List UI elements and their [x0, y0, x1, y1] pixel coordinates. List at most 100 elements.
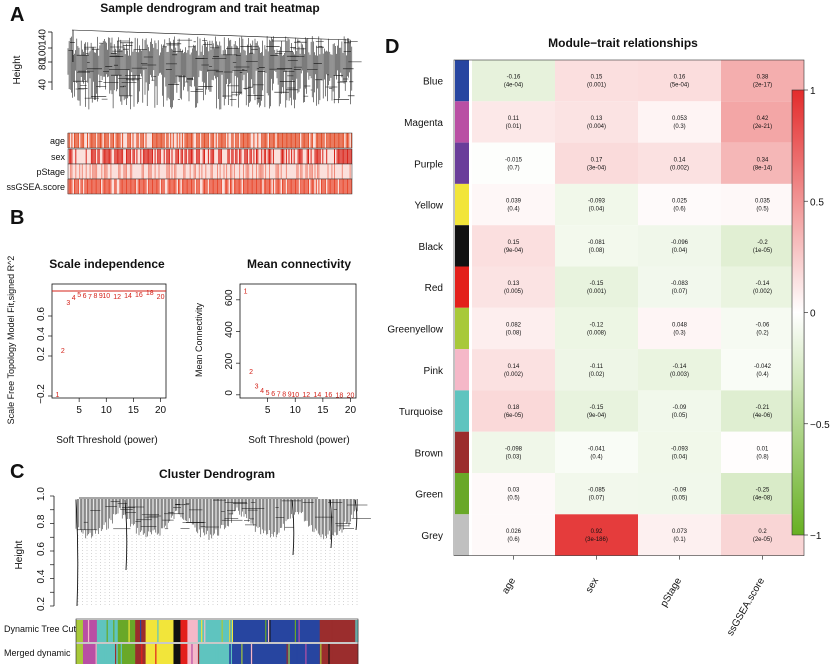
- heatmap-cell: [638, 183, 721, 226]
- cell-pvalue: (8e-14): [753, 165, 772, 171]
- merged-module-stripe: [197, 644, 200, 664]
- power-point-label: 16: [135, 292, 143, 299]
- cell-correlation: 0.039: [506, 199, 522, 205]
- module-color-swatch: [455, 473, 469, 515]
- panel-a-ytick: 80: [38, 59, 52, 70]
- power-point-label: 8: [93, 293, 97, 300]
- top-branch: [71, 29, 351, 41]
- cell-pvalue: (9e-04): [587, 413, 606, 419]
- cell-correlation: 0.15: [591, 75, 603, 81]
- dynamic-module-segment: [76, 620, 84, 642]
- trait-row-label: age: [50, 136, 65, 146]
- leaf-branches: [75, 499, 358, 540]
- cell-correlation: -0.09: [673, 405, 687, 411]
- heatmap-cell: [555, 514, 638, 556]
- merged-module-stripe: [191, 644, 193, 664]
- dynamic-module-segment: [197, 620, 230, 642]
- merged-module-segment: [82, 644, 98, 664]
- module-label: Magenta: [404, 118, 443, 129]
- cell-correlation: -0.11: [590, 364, 604, 370]
- module-color-swatch: [455, 183, 469, 226]
- y-tick-label: 0.2: [36, 347, 47, 361]
- heatmap-cell: [721, 183, 804, 226]
- module-color-swatch: [455, 266, 469, 308]
- panel-b-right-title: Mean connectivity: [247, 257, 351, 271]
- cell-correlation: -0.083: [671, 281, 689, 287]
- module-label: Yellow: [414, 201, 443, 212]
- cell-pvalue: (0.5): [756, 207, 768, 213]
- long-branch: [354, 499, 358, 531]
- dynamic-module-stripe: [331, 620, 333, 642]
- module-color-swatch: [455, 60, 469, 102]
- cell-correlation: 0.073: [672, 529, 688, 535]
- heatmap-cell: [472, 307, 555, 350]
- merged-module-segment: [135, 644, 146, 664]
- cell-pvalue: (0.4): [507, 207, 519, 213]
- cell-pvalue: (0.05): [672, 413, 688, 419]
- heatmap-cell: [555, 349, 638, 391]
- power-point-label: 16: [324, 392, 332, 399]
- power-point-label: 7: [277, 391, 281, 398]
- heatmap-cell: [555, 183, 638, 226]
- power-point-label: 1: [244, 288, 248, 295]
- cell-pvalue: (0.07): [589, 496, 605, 502]
- power-point-label: 12: [302, 392, 310, 399]
- heatmap-cell: [721, 349, 804, 391]
- power-point-label: 14: [313, 392, 321, 399]
- heatmap-cell: [721, 101, 804, 143]
- cell-pvalue: (0.002): [670, 165, 689, 171]
- cell-pvalue: (2e-05): [753, 537, 772, 543]
- cell-pvalue: (0.04): [589, 207, 605, 213]
- x-tick-label: 20: [155, 405, 167, 416]
- merged-module-stripe: [95, 644, 97, 664]
- y-tick-label: 0: [224, 390, 235, 396]
- heatmap-cell: [555, 60, 638, 102]
- module-color-swatch: [455, 307, 469, 350]
- panel-a-ytick: 140: [38, 29, 52, 46]
- panel-a-ytick: 40: [38, 79, 52, 90]
- heatmap-cell: [721, 514, 804, 556]
- heatmap-cell: [638, 390, 721, 432]
- dynamic-module-stripe: [201, 620, 203, 642]
- merged-module-stripe: [288, 644, 290, 664]
- merged-module-stripe: [330, 644, 333, 664]
- power-point-label: 20: [157, 294, 165, 301]
- dynamic-module-stripe: [229, 620, 231, 642]
- heatmap-cell: [638, 142, 721, 184]
- cell-pvalue: (0.03): [506, 454, 522, 460]
- cell-pvalue: (0.001): [587, 289, 606, 295]
- panel-a-ylabel: Height: [12, 55, 23, 84]
- heatmap-color-legend: 1 0.5 0 −0.5 −1: [791, 86, 830, 542]
- y-tick-label: 0.8: [36, 514, 47, 528]
- power-point-label: 8: [282, 392, 286, 399]
- module-label: Purple: [414, 159, 443, 170]
- x-tick-label: 15: [317, 405, 329, 416]
- cell-pvalue: (0.005): [504, 289, 523, 295]
- plot-frame: [51, 283, 167, 399]
- module-bars-frame: [75, 618, 359, 664]
- cell-correlation: 0.01: [757, 446, 769, 452]
- heatmap-cell: [472, 142, 555, 184]
- cell-correlation: 0.13: [508, 281, 520, 287]
- dynamic-module-stripe: [230, 620, 232, 642]
- cell-pvalue: (0.6): [673, 207, 685, 213]
- panel-b-left-ylabel: Scale Free Topology Model Fit,signed R^2: [6, 256, 16, 425]
- cell-correlation: -0.14: [673, 364, 687, 370]
- module-label: Blue: [423, 77, 443, 88]
- trait-row-label: sex: [51, 152, 66, 162]
- merged-module-segment: [117, 644, 136, 664]
- dynamic-module-stripe: [269, 620, 271, 642]
- cell-pvalue: (4e-04): [504, 83, 523, 89]
- cell-pvalue: (5e-04): [670, 83, 689, 89]
- module-color-bars: [75, 618, 359, 664]
- y-tick-label: 0.2: [36, 597, 47, 611]
- dynamic-module-segment: [319, 620, 359, 642]
- trait-row-label: pStage: [36, 167, 65, 177]
- module-color-swatch: [455, 101, 469, 143]
- heatmap-title: Module−trait relationships: [548, 36, 698, 50]
- merged-module-segment: [319, 644, 359, 664]
- legend-tick-label: 1: [810, 86, 816, 97]
- panel-a-ytick-label: 100: [38, 45, 49, 62]
- y-tick-label: 0.6: [36, 307, 47, 321]
